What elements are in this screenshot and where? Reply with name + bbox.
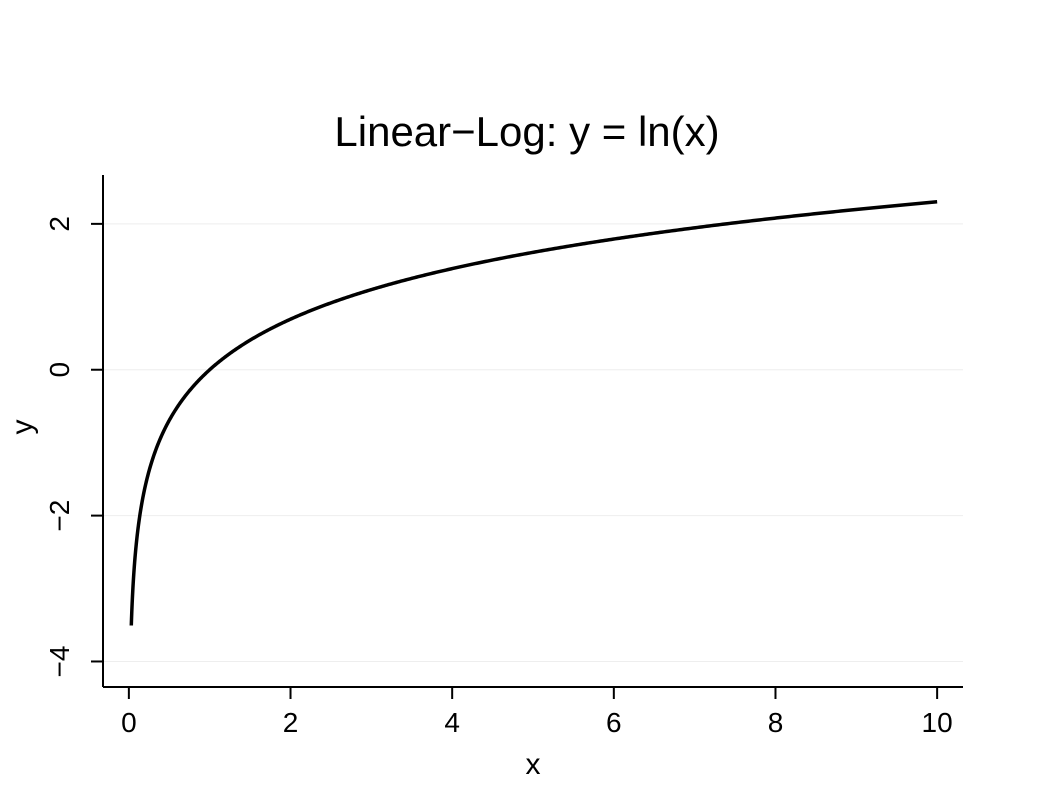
- y-tick-label: 0: [44, 362, 75, 378]
- grid-layer: [104, 223, 963, 662]
- x-axis-ticks: 0 2 4 6 8 10: [121, 687, 953, 738]
- y-axis-ticks: −4 −2 0 2: [44, 216, 103, 677]
- chart-title: Linear−Log: y = ln(x): [334, 108, 719, 155]
- x-tick-label: 8: [768, 707, 784, 738]
- y-tick-label: −2: [44, 500, 75, 532]
- y-tick-label: 2: [44, 216, 75, 232]
- x-tick-label: 10: [922, 707, 953, 738]
- x-axis-label: x: [526, 748, 541, 781]
- y-axis-label: y: [6, 420, 39, 435]
- x-tick-label: 0: [121, 707, 137, 738]
- series-line-ln-x: [129, 200, 938, 628]
- x-tick-label: 4: [444, 707, 460, 738]
- x-tick-label: 6: [606, 707, 622, 738]
- x-tick-label: 2: [283, 707, 299, 738]
- y-tick-label: −4: [44, 646, 75, 678]
